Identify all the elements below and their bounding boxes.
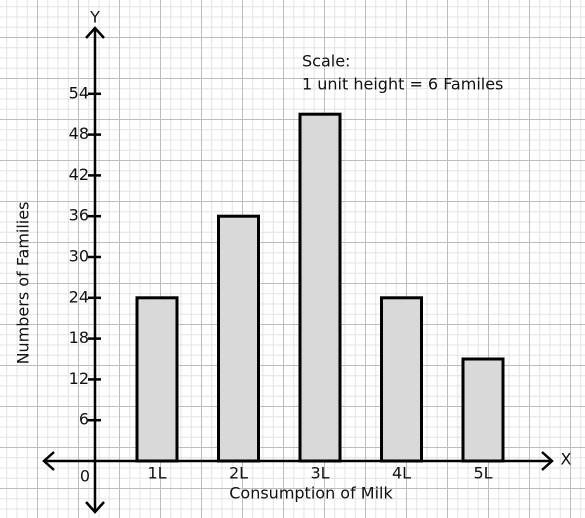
y-tick-label: 48	[69, 124, 89, 143]
y-tick-label: 36	[69, 206, 89, 225]
x-axis-name: X	[561, 450, 572, 469]
bar	[298, 112, 342, 463]
arrow	[42, 451, 55, 471]
x-tick-label: 3L	[310, 464, 329, 483]
annotation: Scale:	[302, 52, 350, 71]
x-tick-label: 5L	[473, 464, 492, 483]
arrow	[85, 501, 105, 514]
arrow	[541, 451, 554, 471]
bar	[135, 296, 179, 463]
y-tick-label: 30	[69, 247, 89, 266]
bar	[217, 214, 260, 463]
y-tick-label: 24	[69, 287, 89, 306]
x-axis-label: Consumption of Milk	[229, 484, 393, 503]
arrow	[85, 26, 105, 39]
x-tick-label: 4L	[392, 464, 411, 483]
y-tick-label: 12	[69, 369, 89, 388]
annotation: 1 unit height = 6 Familes	[302, 75, 503, 94]
y-tick-label: 42	[69, 165, 89, 184]
bar	[380, 296, 423, 463]
y-tick-label: 18	[69, 328, 89, 347]
bar	[461, 357, 505, 463]
y-axis-name: Y	[89, 8, 100, 27]
y-tick-label: 54	[69, 83, 89, 102]
y-axis-label: Numbers of Families	[14, 202, 33, 365]
x-tick-label: 1L	[147, 464, 166, 483]
y-tick-label: 0	[80, 467, 90, 486]
y-tick-label: 6	[79, 410, 89, 429]
x-tick-label: 2L	[229, 464, 248, 483]
